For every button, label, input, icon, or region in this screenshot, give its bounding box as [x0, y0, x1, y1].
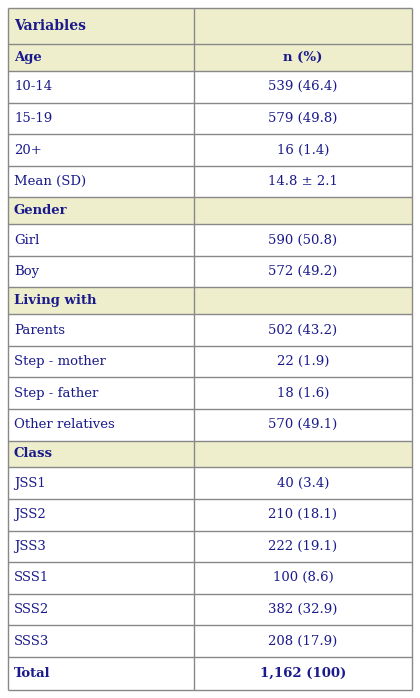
- Bar: [8, 288, 412, 314]
- Text: 539 (46.4): 539 (46.4): [268, 80, 338, 94]
- Text: 100 (8.6): 100 (8.6): [273, 572, 333, 584]
- Text: 22 (1.9): 22 (1.9): [277, 355, 329, 368]
- Bar: [8, 166, 412, 198]
- Text: 590 (50.8): 590 (50.8): [268, 234, 338, 246]
- Text: Living with: Living with: [14, 295, 97, 307]
- Text: JSS2: JSS2: [14, 508, 46, 521]
- Bar: [8, 594, 412, 625]
- Bar: [8, 71, 412, 103]
- Bar: [8, 378, 412, 409]
- Text: Step - mother: Step - mother: [14, 355, 106, 368]
- Text: JSS3: JSS3: [14, 540, 46, 553]
- Text: 40 (3.4): 40 (3.4): [277, 477, 329, 490]
- Text: Class: Class: [14, 447, 53, 461]
- Text: 579 (49.8): 579 (49.8): [268, 112, 338, 125]
- Text: Total: Total: [14, 667, 51, 680]
- Bar: [8, 562, 412, 594]
- Text: 16 (1.4): 16 (1.4): [277, 144, 329, 156]
- Text: Variables: Variables: [14, 19, 86, 34]
- Bar: [8, 530, 412, 562]
- Text: Girl: Girl: [14, 234, 39, 246]
- Text: n (%): n (%): [283, 51, 323, 64]
- Text: 14.8 ± 2.1: 14.8 ± 2.1: [268, 175, 338, 188]
- Text: 208 (17.9): 208 (17.9): [268, 634, 338, 648]
- Bar: [8, 134, 412, 166]
- Text: Step - father: Step - father: [14, 387, 98, 400]
- Text: 382 (32.9): 382 (32.9): [268, 603, 338, 616]
- Text: 18 (1.6): 18 (1.6): [277, 387, 329, 400]
- Bar: [8, 8, 412, 44]
- Text: Boy: Boy: [14, 265, 39, 278]
- Bar: [8, 440, 412, 468]
- Bar: [8, 409, 412, 440]
- Bar: [8, 314, 412, 346]
- Text: 1,162 (100): 1,162 (100): [260, 667, 346, 680]
- Bar: [8, 657, 412, 690]
- Bar: [8, 44, 412, 71]
- Text: 15-19: 15-19: [14, 112, 52, 125]
- Bar: [8, 103, 412, 134]
- Bar: [8, 625, 412, 657]
- Text: SSS2: SSS2: [14, 603, 49, 616]
- Text: Mean (SD): Mean (SD): [14, 175, 86, 188]
- Text: Age: Age: [14, 51, 42, 64]
- Text: JSS1: JSS1: [14, 477, 46, 490]
- Bar: [8, 468, 412, 499]
- Bar: [8, 499, 412, 530]
- Bar: [8, 224, 412, 256]
- Text: 222 (19.1): 222 (19.1): [268, 540, 338, 553]
- Text: 10-14: 10-14: [14, 80, 52, 94]
- Text: 502 (43.2): 502 (43.2): [268, 324, 338, 336]
- Bar: [8, 198, 412, 224]
- Text: 210 (18.1): 210 (18.1): [268, 508, 337, 521]
- Text: 570 (49.1): 570 (49.1): [268, 418, 338, 431]
- Text: 572 (49.2): 572 (49.2): [268, 265, 338, 278]
- Text: Gender: Gender: [14, 205, 68, 217]
- Text: SSS3: SSS3: [14, 634, 50, 648]
- Text: SSS1: SSS1: [14, 572, 49, 584]
- Bar: [8, 346, 412, 378]
- Text: Other relatives: Other relatives: [14, 418, 115, 431]
- Text: 20+: 20+: [14, 144, 42, 156]
- Bar: [8, 256, 412, 288]
- Text: Parents: Parents: [14, 324, 65, 336]
